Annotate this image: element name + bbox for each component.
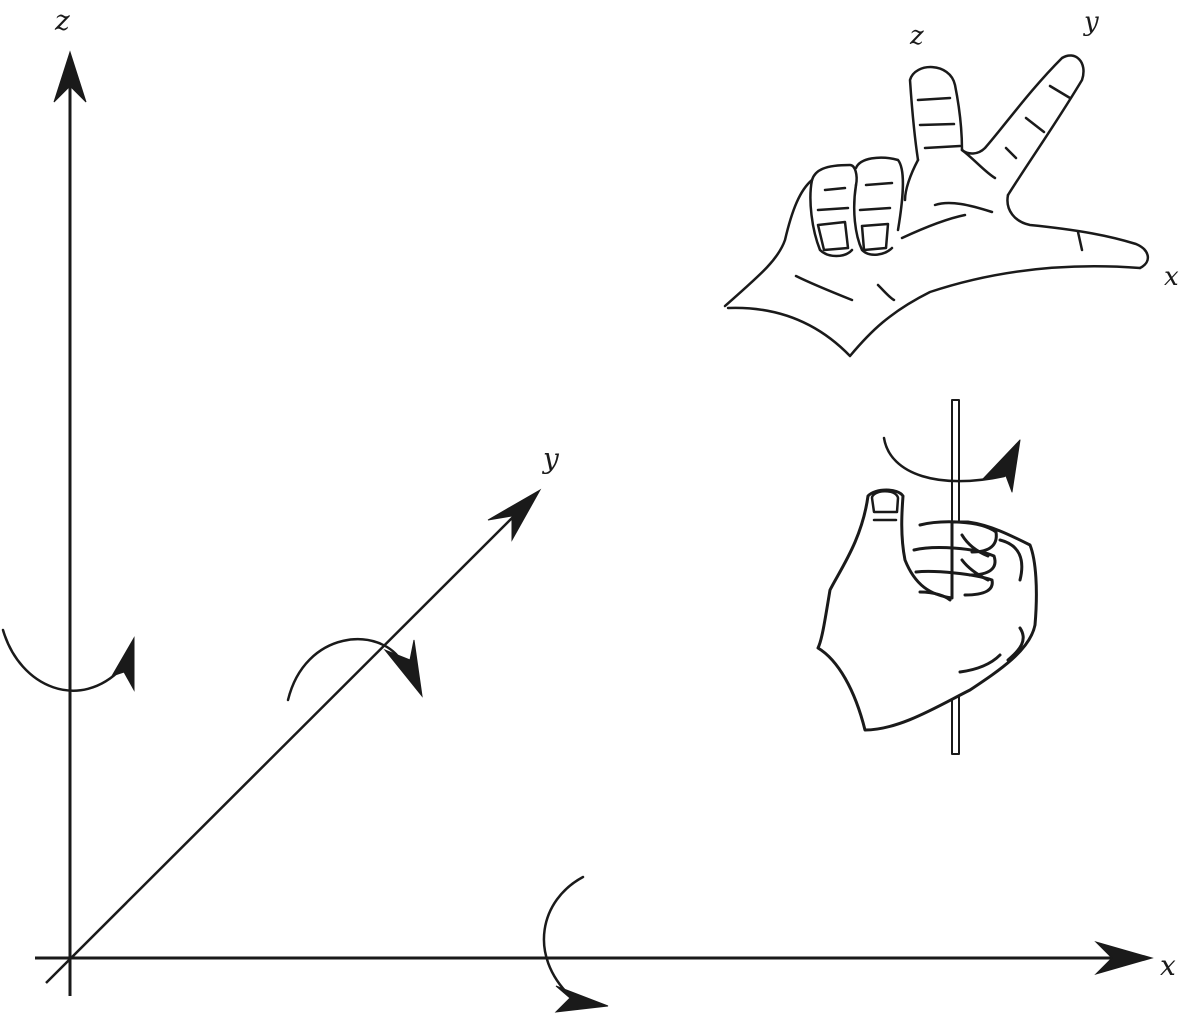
hand-z-label: z <box>909 21 924 51</box>
y-axis-line <box>45 507 523 984</box>
y-axis-arrowhead <box>487 488 542 542</box>
x-axis-arrowhead <box>1094 940 1154 976</box>
hand-y-label: y <box>1083 7 1099 37</box>
x-rotation-arrowhead <box>554 985 609 1013</box>
z-axis-arrowhead <box>53 50 87 103</box>
z-rotation-arrow <box>1 628 135 692</box>
x-rotation-arrow <box>542 875 609 1013</box>
z-rotation-arrowhead <box>110 636 135 692</box>
right-hand-coordinate-icon <box>723 54 1149 358</box>
hand-x-label: x <box>1164 262 1179 292</box>
x-axis-label: x <box>1160 949 1176 982</box>
y-axis-label: y <box>541 442 560 475</box>
axes-group <box>35 50 1154 996</box>
y-rotation-arrow <box>286 638 423 702</box>
grip-rotation-arrowhead <box>981 439 1021 493</box>
z-axis-label: z <box>54 4 70 37</box>
grip-rotation-arc <box>882 436 1006 483</box>
right-hand-grip-rule-icon <box>816 399 1038 755</box>
y-rotation-arrowhead <box>383 639 423 698</box>
